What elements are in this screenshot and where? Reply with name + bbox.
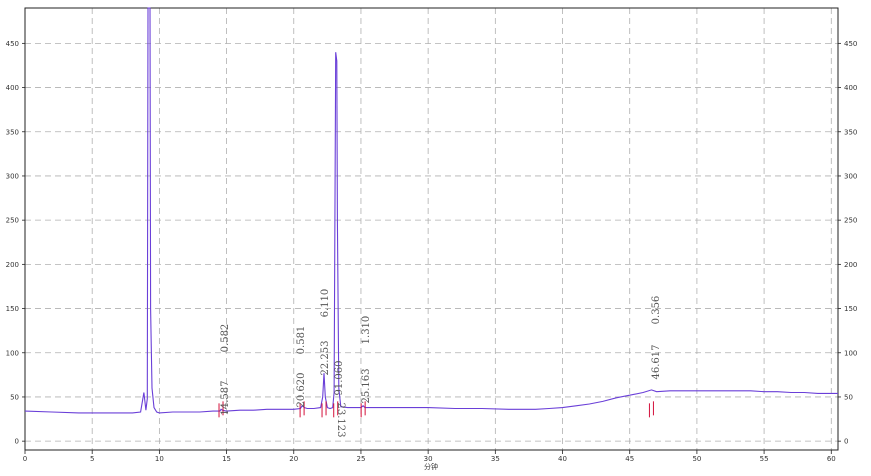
peak-retention-time-label: 25.163 [361,369,372,404]
y-tick-label-left: 350 [6,128,19,136]
y-tick-label-left: 250 [6,217,19,225]
peak-area-label: 0.581 [296,326,307,355]
peak-area-label: 6.110 [320,289,331,318]
x-tick-label: 10 [155,455,164,463]
grid [25,8,838,450]
y-tick-label-right: 100 [844,349,857,357]
y-tick-label-right: 350 [844,128,857,136]
y-tick-label-right: 450 [844,40,857,48]
axis-ticks: 0 5 10 15 20 25 30 35 40 45 50 55 60 0 0 50 50 100 100 150 1… [6,40,858,463]
y-tick-label-left: 50 [10,393,19,401]
peak-area-label: 1.310 [361,316,372,345]
plot-border [24,7,839,451]
x-tick-label: 45 [625,455,634,463]
y-tick-label-left: 150 [6,305,19,313]
x-tick-label: 15 [222,455,231,463]
y-tick-label-right: 150 [844,305,857,313]
peak-area-label: 91.060 [334,361,345,396]
y-tick-label-left: 300 [6,172,19,180]
peak-retention-time-label: 14.587 [220,381,231,416]
y-tick-label-left: 450 [6,40,19,48]
x-tick-label: 5 [90,455,94,463]
x-tick-label: 0 [23,455,27,463]
y-tick-label-right: 400 [844,84,857,92]
x-tick-label: 60 [827,455,836,463]
y-tick-label-left: 400 [6,84,19,92]
peak-retention-time-label: 20.620 [296,373,307,408]
y-tick-label-left: 100 [6,349,19,357]
y-tick-label-right: 300 [844,172,857,180]
peak-annotations: 14.587 0.582 20.620 0.581 22.253 6.110 23.123 9… [218,289,662,438]
peak-retention-time-label: 23.123 [335,403,346,438]
peak-retention-time-label: 22.253 [320,341,331,376]
signal-line [24,7,838,414]
y-tick-label-left: 200 [6,261,19,269]
y-tick-label-right: 200 [844,261,857,269]
y-tick-label-left: 0 [15,438,19,446]
plot-frame [24,7,839,451]
x-tick-label: 25 [356,455,365,463]
y-tick-label-right: 0 [844,438,848,446]
signal-series [24,7,838,414]
x-tick-label: 40 [558,455,567,463]
x-tick-label: 20 [289,455,298,463]
peak-retention-time-label: 46.617 [651,345,662,380]
y-tick-label-right: 50 [844,393,853,401]
x-tick-label: 35 [491,455,500,463]
x-tick-label: 30 [424,455,433,463]
peak-area-label: 0.356 [651,296,662,325]
x-tick-label: 55 [760,455,769,463]
y-tick-label-right: 250 [844,217,857,225]
x-tick-label: 50 [692,455,701,463]
x-axis-label: 分钟 [424,462,438,471]
peak-area-label: 0.582 [220,324,231,353]
